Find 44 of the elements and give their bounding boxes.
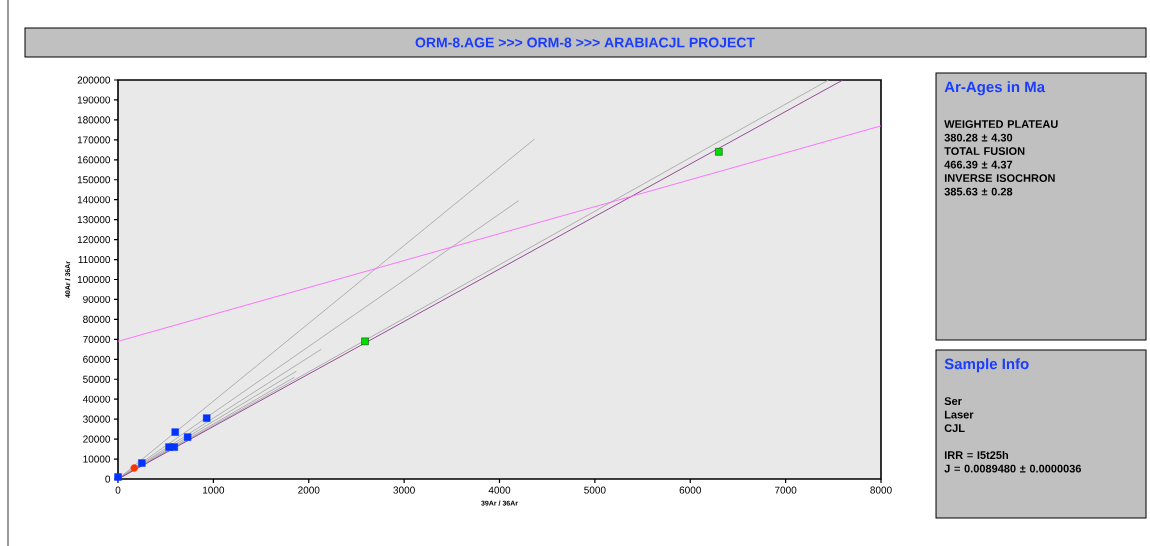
y-tick-label: 0 xyxy=(105,475,111,483)
y-tick-label: 120000 xyxy=(77,236,111,244)
y-tick-label: 20000 xyxy=(83,435,111,443)
text: Laser xyxy=(944,410,974,419)
y-tick-label: 190000 xyxy=(77,96,111,104)
text: 385.63 ± 0.28 xyxy=(944,187,1013,196)
chart-title: ORM-8.AGE >>> ORM-8 >>> ARABIACJL PROJECT xyxy=(415,37,755,48)
x-tick-label: 1000 xyxy=(203,486,225,494)
y-tick-label: 10000 xyxy=(83,455,111,463)
y-tick-label: 150000 xyxy=(77,176,111,184)
y-tick-label: 90000 xyxy=(83,295,111,303)
text: 466.39 ± 4.37 xyxy=(944,160,1013,169)
y-tick-label: 140000 xyxy=(77,196,111,204)
y-tick-label: 180000 xyxy=(77,116,111,124)
text: J = 0.0089480 ± 0.0000036 xyxy=(944,464,1082,473)
x-tick-label: 4000 xyxy=(488,486,511,494)
y-tick-label: 160000 xyxy=(77,156,111,164)
y-tick-label: 50000 xyxy=(83,375,111,383)
x-tick-label: 8000 xyxy=(870,486,892,494)
y-tick-label: 170000 xyxy=(77,136,111,144)
text: CJL xyxy=(944,424,965,432)
text: Ser xyxy=(944,397,962,405)
x-tick-label: 5000 xyxy=(584,486,606,494)
text: Ar-Ages in Ma xyxy=(944,81,1046,96)
y-tick-label: 130000 xyxy=(77,216,111,224)
text: WEIGHTED PLATEAU xyxy=(944,120,1058,128)
text: Sample Info xyxy=(944,358,1029,373)
y-tick-label: 110000 xyxy=(78,256,111,264)
y-tick-label: 30000 xyxy=(83,415,111,423)
y-tick-label: 40000 xyxy=(82,395,111,403)
text: INVERSE ISOCHRON xyxy=(944,174,1055,182)
y-tick-label: 100000 xyxy=(77,275,111,284)
x-tick-label: 2000 xyxy=(298,486,320,494)
y-tick-label: 70000 xyxy=(83,335,111,343)
y-tick-label: 80000 xyxy=(83,315,111,323)
x-tick-label: 0 xyxy=(115,486,121,494)
y-tick-label: 200000 xyxy=(77,76,111,84)
x-tick-label: 6000 xyxy=(679,486,701,494)
text: TOTAL FUSION xyxy=(944,147,1025,155)
y-tick-label: 60000 xyxy=(83,355,111,363)
text: IRR = I5t25h xyxy=(944,450,1009,459)
x-tick-label: 7000 xyxy=(775,486,797,494)
text: 380.28 ± 4.30 xyxy=(944,133,1013,142)
x-tick-label: 3000 xyxy=(393,486,415,494)
